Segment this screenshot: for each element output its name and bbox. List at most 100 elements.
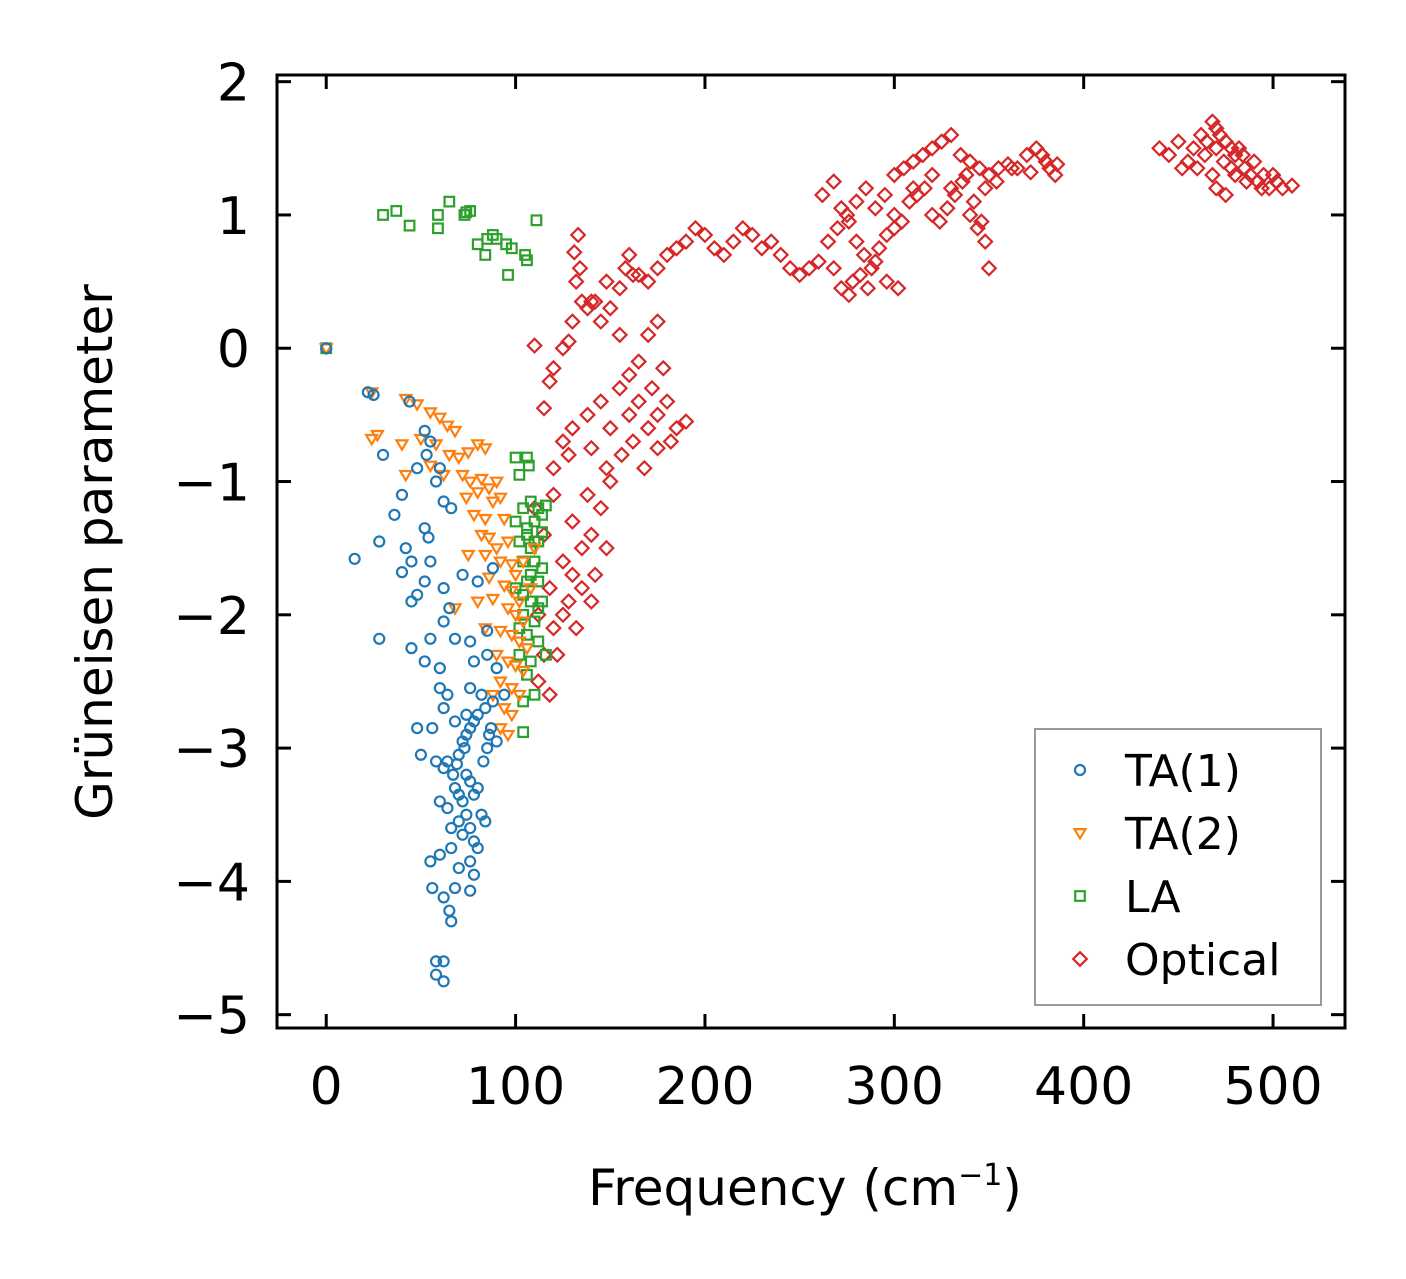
data-points xyxy=(318,113,1301,988)
series-optical xyxy=(526,113,1301,704)
data-point xyxy=(649,406,666,424)
data-point xyxy=(565,243,583,261)
data-point xyxy=(1033,146,1051,164)
data-point xyxy=(509,515,522,528)
x-tick-label: 300 xyxy=(845,1057,944,1117)
data-point xyxy=(426,881,439,895)
data-point xyxy=(493,676,508,690)
data-point xyxy=(477,549,493,563)
data-point xyxy=(706,239,723,257)
data-point xyxy=(426,722,439,735)
data-point xyxy=(433,682,446,695)
data-point xyxy=(942,179,960,197)
data-point xyxy=(493,723,508,736)
data-point xyxy=(443,602,456,615)
data-point xyxy=(923,166,941,184)
data-point xyxy=(536,562,549,575)
data-point xyxy=(611,379,629,397)
data-point xyxy=(441,449,457,463)
data-point xyxy=(521,451,533,464)
data-point xyxy=(545,459,562,477)
data-point xyxy=(448,632,462,645)
data-point xyxy=(571,259,589,277)
data-point xyxy=(895,159,913,177)
data-point xyxy=(523,583,539,596)
data-point xyxy=(481,648,494,661)
data-point xyxy=(477,755,490,768)
data-point xyxy=(513,622,526,635)
legend-label: TA(2) xyxy=(1124,809,1241,860)
data-point xyxy=(455,469,470,483)
legend-label: LA xyxy=(1125,872,1181,923)
data-point xyxy=(677,233,695,250)
data-point xyxy=(548,646,566,664)
data-point xyxy=(1230,139,1248,157)
data-point xyxy=(460,549,476,563)
data-point xyxy=(579,406,596,424)
data-point xyxy=(988,173,1005,190)
data-point xyxy=(420,448,433,461)
data-point xyxy=(567,273,585,290)
data-point xyxy=(528,555,541,568)
data-point xyxy=(464,821,477,835)
data-point xyxy=(1009,159,1026,177)
data-point xyxy=(470,596,486,610)
data-point xyxy=(456,828,469,841)
data-point xyxy=(1022,163,1040,181)
y-tick-label: 1 xyxy=(217,187,250,247)
data-point xyxy=(482,728,496,741)
data-point xyxy=(611,326,629,344)
data-point xyxy=(511,689,527,703)
data-point xyxy=(448,881,462,895)
data-point xyxy=(471,781,484,795)
data-point xyxy=(447,425,463,439)
data-point xyxy=(462,476,478,490)
data-point xyxy=(515,556,531,570)
data-point xyxy=(376,448,390,461)
data-point xyxy=(863,259,880,277)
x-tick-label: 400 xyxy=(1034,1057,1133,1117)
data-point xyxy=(481,741,494,755)
data-point xyxy=(725,233,742,250)
data-point xyxy=(1188,159,1206,177)
data-point xyxy=(460,808,473,821)
data-point xyxy=(486,562,499,575)
data-point xyxy=(441,801,454,815)
data-point xyxy=(493,492,508,506)
data-point xyxy=(598,273,615,290)
data-point xyxy=(976,179,994,197)
data-point xyxy=(639,273,657,290)
data-point xyxy=(367,388,380,401)
data-point xyxy=(452,861,465,875)
data-point xyxy=(545,359,562,377)
data-point xyxy=(677,413,695,430)
data-point xyxy=(364,433,380,447)
data-point xyxy=(855,246,873,264)
data-point xyxy=(445,841,458,855)
legend-label: Optical xyxy=(1125,935,1280,986)
data-point xyxy=(560,446,577,464)
data-point xyxy=(513,648,526,661)
y-tick-label: −4 xyxy=(173,853,250,913)
data-point xyxy=(658,393,676,410)
data-point xyxy=(973,213,990,230)
data-point xyxy=(800,259,818,277)
data-point xyxy=(1185,139,1202,157)
data-point xyxy=(541,579,559,597)
data-point xyxy=(479,815,492,828)
data-point xyxy=(620,406,638,424)
data-point xyxy=(467,655,481,668)
data-point xyxy=(524,595,537,608)
data-point xyxy=(592,499,610,517)
data-point xyxy=(532,575,545,588)
data-point xyxy=(496,513,512,527)
data-point xyxy=(414,748,428,761)
data-point xyxy=(411,462,424,475)
data-point xyxy=(1037,153,1055,170)
x-tick-label: 0 xyxy=(310,1057,343,1117)
data-point xyxy=(668,419,685,437)
data-point xyxy=(791,266,808,284)
data-point xyxy=(528,535,541,548)
data-point xyxy=(418,424,431,437)
data-point xyxy=(658,246,676,264)
